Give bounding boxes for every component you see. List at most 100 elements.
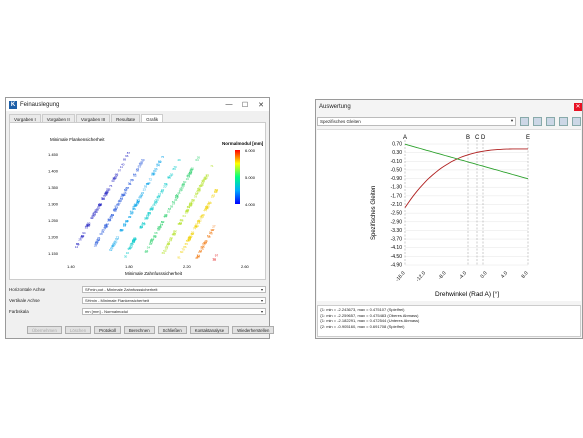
calculate-button[interactable]: Berechnen [123, 326, 155, 334]
close-icon[interactable]: ✕ [258, 101, 264, 109]
scatter-point: 69 [162, 251, 166, 255]
scatter-point: 43 [133, 236, 137, 240]
scatter-point: 40 [131, 241, 135, 245]
scatter-point: 30 [199, 216, 203, 220]
scatter-point: 57 [124, 189, 128, 193]
scatter-point: 97 [118, 169, 122, 173]
result-type-select[interactable]: Spezifisches Gleiten ▾ [317, 116, 517, 126]
scatter-point: 90 [128, 247, 132, 251]
restore-button[interactable]: Wiederherstellen [232, 326, 275, 334]
scatter-point: 32 [90, 216, 94, 220]
scatter-point: 27 [96, 239, 100, 243]
scatter-point: 45 [195, 256, 199, 260]
scatter-point: 79 [181, 247, 185, 251]
scatter-point: 95 [182, 182, 186, 186]
scatter-point: 56 [170, 172, 174, 176]
scatter-point: 28 [192, 199, 196, 203]
scatter-point: 20 [107, 219, 111, 223]
scatter-point: 23 [158, 225, 162, 229]
scatter-point: 27 [136, 200, 140, 204]
scatter-point: 29 [202, 179, 206, 183]
scatter-point: 11 [112, 244, 115, 248]
scatter-point: 58 [158, 160, 162, 164]
scatter-point: 90 [173, 232, 177, 236]
scatter-point: 14 [129, 244, 133, 248]
scatter-point: 82 [150, 207, 154, 211]
scatter-point: 69 [86, 223, 90, 227]
vertical-axis-select[interactable]: SHmin - Minimale Flankensicherheit ▾ [82, 296, 266, 304]
tab-grafik[interactable]: Grafik [141, 114, 164, 124]
scatter-point: 94 [209, 231, 213, 235]
scatter-point: 80 [81, 234, 85, 238]
scatter-point: 46 [205, 204, 209, 208]
scatter-point: 62 [140, 224, 144, 228]
scatter-point: 16 [186, 177, 190, 181]
scatter-point: 32 [190, 201, 194, 205]
scatter-point: 29 [189, 170, 193, 174]
scatter-point: 50 [141, 158, 145, 162]
scatter-point: 60 [173, 230, 177, 234]
print-icon[interactable] [533, 116, 543, 126]
scatter-point: 16 [126, 251, 130, 255]
protocol-button[interactable]: Protokoll [94, 326, 121, 334]
scatter-point: 36 [167, 241, 171, 245]
scatter-point: 97 [215, 254, 219, 258]
scatter-point: 28 [94, 244, 98, 248]
maximize-icon[interactable]: ☐ [241, 101, 249, 109]
scatter-point: 12 [187, 175, 191, 179]
scatter-point: 33 [177, 222, 181, 226]
scatter-point: 60 [180, 250, 184, 254]
scatter-point: 26 [141, 191, 145, 195]
scatter-point: 67 [164, 215, 168, 219]
delete-button[interactable]: Löschen [64, 326, 92, 334]
scatter-point: 35 [201, 245, 205, 249]
close-icon[interactable]: ✕ [574, 102, 582, 111]
scatter-point: 92 [161, 220, 165, 224]
tab-vorgaben-2[interactable]: Vorgaben II [41, 114, 75, 124]
scatter-point: 50 [172, 200, 176, 204]
scatter-point: 28 [194, 225, 198, 229]
scatter-point: 24 [156, 163, 160, 167]
scatter-point: 25 [185, 209, 189, 213]
scatter-point: 76 [103, 194, 107, 198]
scatter-point: 60 [92, 213, 96, 217]
scatter-point: 64 [142, 221, 146, 225]
tab-vorgaben-3[interactable]: Vorgaben III [75, 114, 111, 124]
window-title: Auswertung [319, 103, 351, 110]
scatter-point: 55 [120, 197, 124, 201]
scatter-point: 85 [95, 240, 99, 244]
scatter-point: 29 [197, 219, 201, 223]
scatter-point: 76 [188, 204, 192, 208]
y-tick-label: 1.300 [48, 202, 59, 207]
scatter-point: 82 [114, 240, 118, 244]
settings-icon[interactable] [572, 116, 581, 126]
export-icon[interactable] [559, 116, 569, 126]
scatter-point: 54 [101, 196, 105, 200]
tab-vorgaben-1[interactable]: Vorgaben I [9, 114, 41, 124]
minimize-icon[interactable]: — [225, 101, 233, 108]
scatter-point: 58 [214, 189, 218, 193]
scatter-point: 60 [112, 243, 116, 247]
scatter-point: 39 [144, 250, 148, 254]
scatter-point: 41 [180, 218, 184, 222]
scatter-point: 23 [104, 224, 108, 228]
scatter-point: 16 [123, 191, 127, 195]
apply-button[interactable]: Übernehmen [27, 326, 62, 334]
scatter-point: 41 [130, 210, 134, 214]
color-scale-select[interactable]: mn [mm] - Normalmodul ▾ [82, 307, 266, 315]
close-button[interactable]: Schließen [157, 326, 187, 334]
scatter-point: 12 [164, 246, 168, 250]
save-icon[interactable] [520, 116, 530, 126]
horizontal-axis-select[interactable]: SFmin,oot - Minimale Zahnfusssicherheit ▾ [82, 285, 266, 293]
contact-analysis-button[interactable]: Kontaktanalyse [189, 326, 230, 334]
scatter-point: 70 [104, 224, 108, 228]
copy-icon[interactable] [546, 116, 556, 126]
scatter-point: 75 [161, 155, 165, 159]
scatter-point: 62 [105, 191, 109, 195]
scatter-point: 78 [164, 183, 168, 187]
scatter-point: 86 [150, 239, 154, 243]
scatter-point: 61 [113, 240, 117, 244]
scatter-point: 29 [125, 186, 129, 190]
tab-resultate[interactable]: Resultate [111, 114, 141, 124]
scatter-point: 20 [99, 202, 103, 206]
